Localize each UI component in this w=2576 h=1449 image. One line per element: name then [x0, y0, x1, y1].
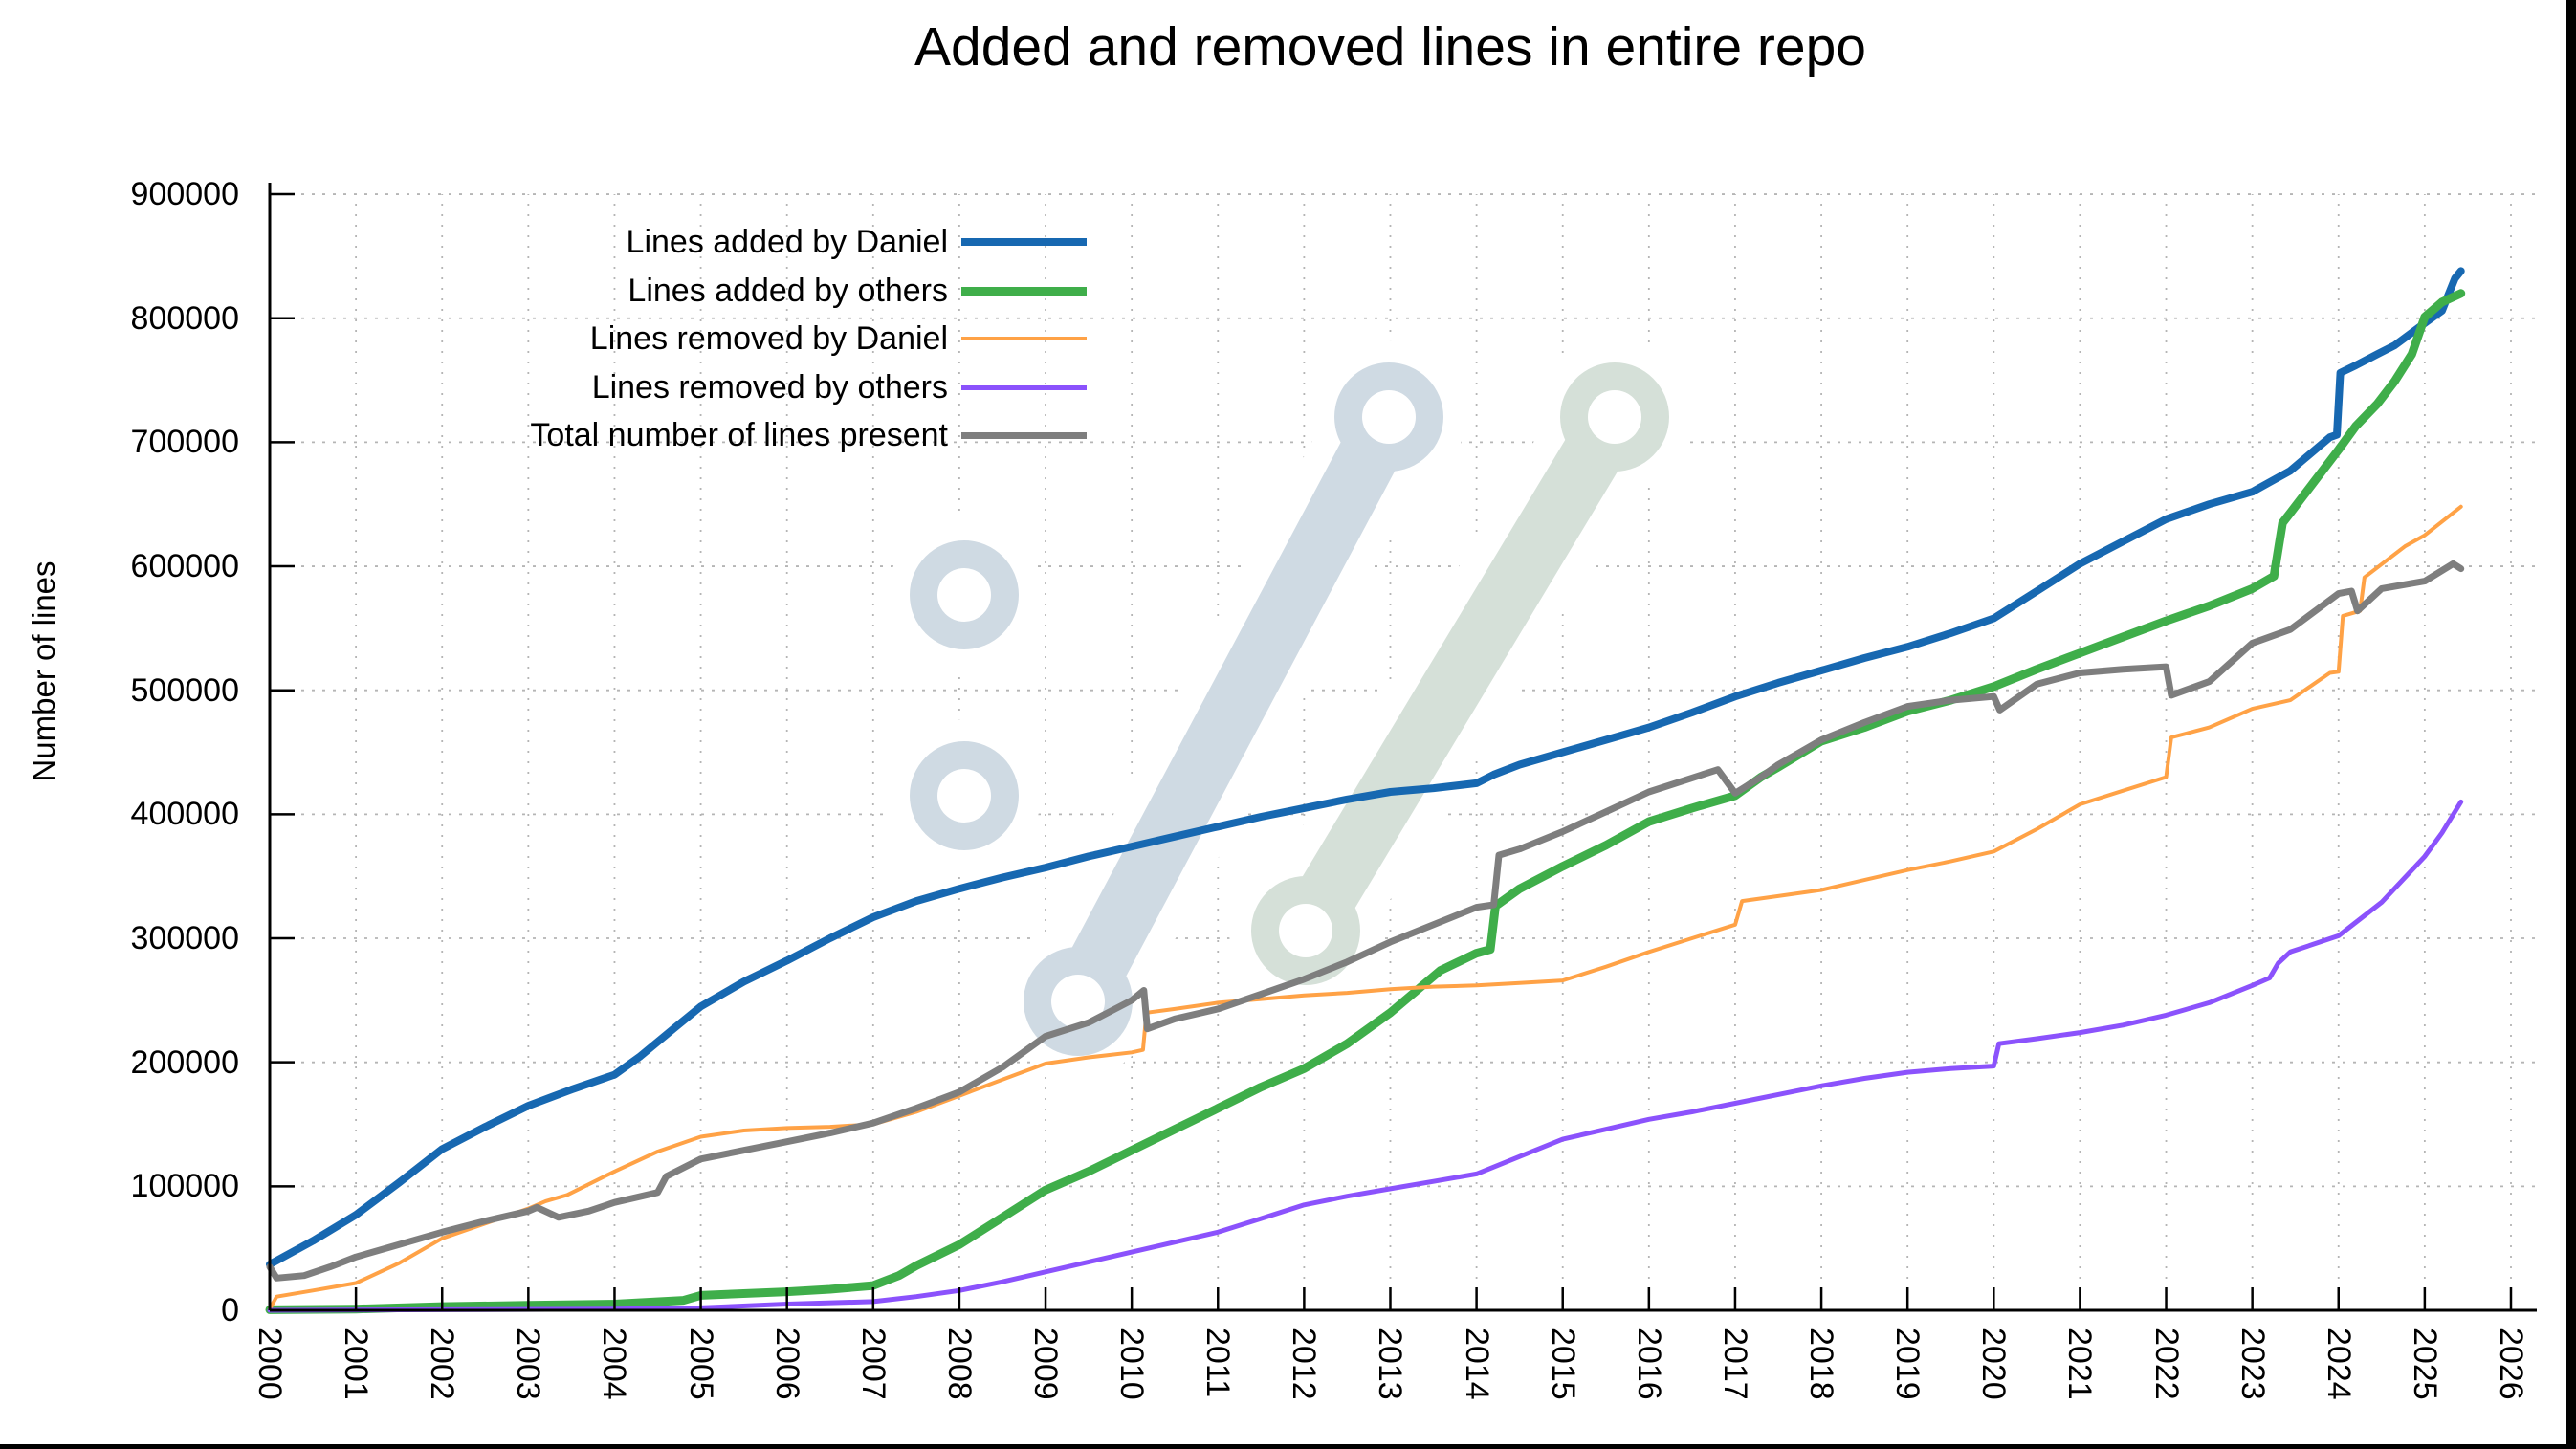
y-tick-label: 300000: [130, 920, 239, 957]
x-tick-label: 2005: [682, 1328, 719, 1400]
x-tick-label: 2011: [1200, 1328, 1237, 1398]
legend-item-removed-daniel: Lines removed by Daniel: [590, 315, 1087, 362]
legend-label: Lines added by others: [627, 272, 948, 309]
legend-label: Lines removed by others: [591, 368, 948, 406]
x-tick-label: 2019: [1889, 1328, 1926, 1400]
legend-line-sample-orange: [961, 337, 1087, 340]
legend-label: Total number of lines present: [530, 416, 948, 453]
x-tick-label: 2018: [1803, 1328, 1840, 1400]
y-tick-label: 700000: [130, 424, 239, 461]
legend-label: Lines added by Daniel: [626, 223, 948, 260]
x-tick-label: 2006: [768, 1328, 805, 1400]
x-tick-label: 2015: [1544, 1328, 1581, 1400]
y-tick-label: 600000: [130, 548, 239, 585]
x-tick-label: 2000: [252, 1328, 288, 1400]
x-tick-label: 2020: [1975, 1328, 2013, 1400]
x-tick-label: 2014: [1458, 1328, 1495, 1400]
x-tick-label: 2004: [596, 1328, 633, 1400]
x-tick-label: 2016: [1630, 1328, 1667, 1400]
x-tick-label: 2021: [2061, 1328, 2099, 1400]
x-tick-label: 2001: [338, 1328, 375, 1400]
legend-line-sample-gray: [961, 431, 1087, 439]
window-edge-right: [2566, 0, 2576, 1449]
x-tick-label: 2024: [2320, 1328, 2357, 1400]
x-tick-label: 2007: [854, 1328, 892, 1400]
y-tick-label: 500000: [130, 671, 239, 709]
legend-label: Lines removed by Daniel: [589, 319, 948, 357]
legend-item-total-lines: Total number of lines present: [530, 411, 1087, 459]
y-tick-label: 400000: [130, 796, 239, 833]
x-tick-label: 2002: [424, 1328, 461, 1400]
x-tick-label: 2010: [1113, 1328, 1151, 1400]
y-tick-label: 0: [221, 1292, 239, 1328]
legend-item-added-daniel: Lines added by Daniel: [627, 218, 1087, 266]
chart-title: Added and removed lines in entire repo: [914, 16, 1866, 77]
x-tick-label: 2022: [2147, 1328, 2185, 1400]
x-tick-label: 2008: [940, 1328, 978, 1400]
x-tick-label: 2026: [2492, 1328, 2529, 1400]
x-tick-label: 2013: [1372, 1328, 1409, 1400]
x-tick-label: 2023: [2234, 1328, 2271, 1400]
legend-item-added-others: Lines added by others: [627, 267, 1087, 315]
x-tick-label: 2025: [2406, 1328, 2443, 1400]
y-tick-label: 900000: [130, 176, 239, 213]
legend-line-sample-purple: [961, 384, 1087, 390]
y-tick-label: 800000: [130, 299, 239, 337]
y-tick-label: 200000: [130, 1043, 239, 1081]
y-tick-label: 100000: [130, 1168, 239, 1205]
x-tick-label: 2017: [1716, 1328, 1753, 1400]
x-tick-label: 2009: [1027, 1328, 1065, 1400]
window-edge-bottom: [0, 1444, 2576, 1449]
legend-line-sample-blue: [961, 238, 1087, 246]
x-tick-label: 2012: [1286, 1328, 1323, 1400]
legend-line-sample-green: [961, 286, 1087, 296]
x-tick-label: 2003: [510, 1328, 547, 1400]
legend-item-removed-others: Lines removed by others: [592, 363, 1087, 411]
